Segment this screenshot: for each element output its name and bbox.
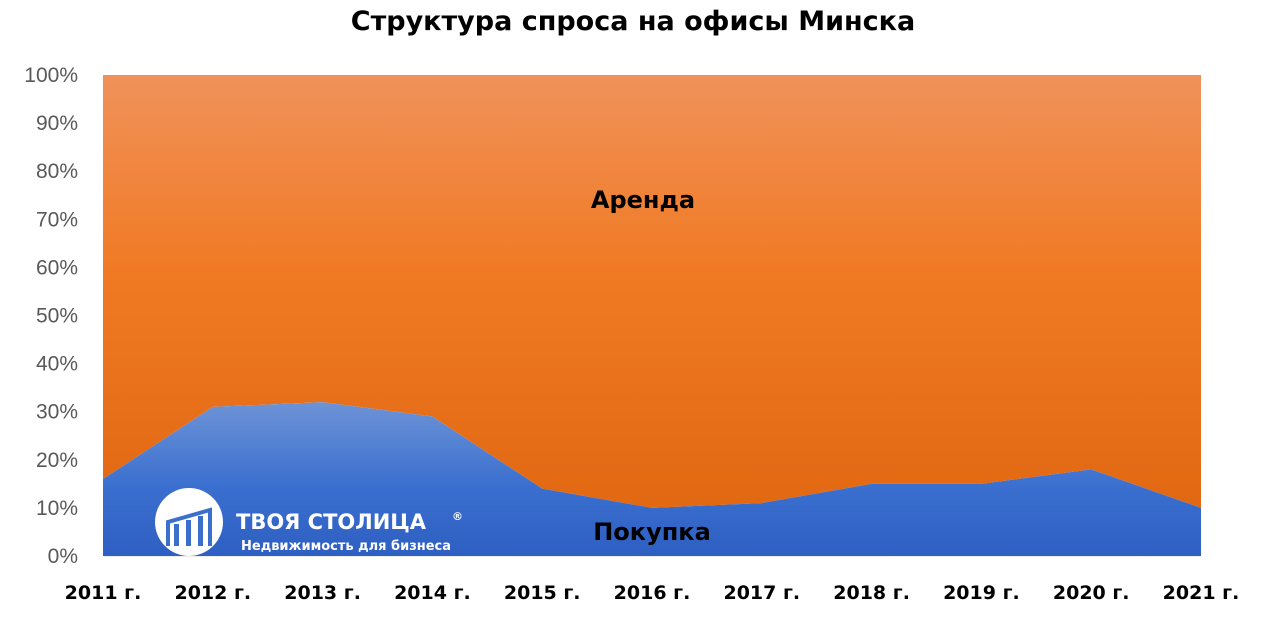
y-tick-label: 100% [24,64,78,87]
y-tick-label: 80% [36,160,78,183]
logo-registered-mark: ® [452,510,463,523]
y-tick-label: 30% [36,401,78,424]
x-tick-label: 2011 г. [65,582,142,604]
y-tick-label: 60% [36,256,78,279]
logo-tagline: Недвижимость для бизнеса [241,539,451,554]
y-tick-label: 90% [36,112,78,135]
y-tick-label: 70% [36,208,78,231]
y-tick-labels: 0% 10% 20% 30% 40% 50% 60% 70% 80% 90% 100% [24,64,78,568]
series-labels: Аренда Покупка [591,186,711,546]
x-tick-label: 2013 г. [284,582,361,604]
x-tick-label: 2012 г. [174,582,251,604]
y-tick-label: 40% [36,353,78,376]
logo-name: ТВОЯ СТОЛИЦА [236,510,427,534]
series-areas [103,75,1201,556]
y-tick-label: 10% [36,497,78,520]
x-tick-label: 2016 г. [614,582,691,604]
y-tick-label: 20% [36,449,78,472]
chart-title: Структура спроса на офисы Минска [350,6,916,37]
x-tick-labels: 2011 г. 2012 г. 2013 г. 2014 г. 2015 г. 2016 … [65,582,1240,604]
x-tick-label: 2015 г. [504,582,581,604]
series-label-rent: Аренда [591,186,695,214]
building-columns-icon [155,488,223,556]
series-label-purchase: Покупка [593,518,711,546]
x-tick-label: 2018 г. [833,582,910,604]
x-tick-label: 2019 г. [943,582,1020,604]
area-series-purchase [103,402,1201,556]
y-tick-label: 0% [48,545,78,568]
x-tick-label: 2014 г. [394,582,471,604]
x-tick-label: 2017 г. [723,582,800,604]
company-logo: ТВОЯ СТОЛИЦА ® Недвижимость для бизнеса [155,488,463,556]
x-tick-label: 2021 г. [1163,582,1240,604]
y-tick-label: 50% [36,305,78,328]
x-tick-label: 2020 г. [1053,582,1130,604]
area-series-rent [103,75,1201,508]
